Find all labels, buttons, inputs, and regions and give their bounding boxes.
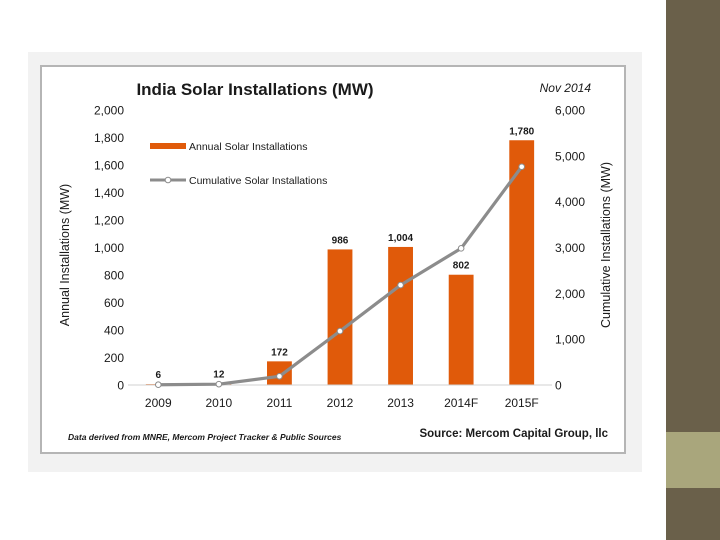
left-tick-label: 1,800 (94, 131, 124, 145)
chart-title: India Solar Installations (MW) (136, 80, 373, 99)
footnote: Data derived from MNRE, Mercom Project T… (68, 432, 342, 442)
left-tick-label: 400 (104, 324, 124, 338)
right-tick-label: 3,000 (555, 241, 585, 255)
cumulative-point-2012 (336, 327, 344, 335)
bar-value-label: 1,780 (509, 126, 534, 137)
bar-value-label: 172 (271, 347, 288, 358)
right-tick-label: 4,000 (555, 195, 585, 209)
legend-bar-label: Annual Solar Installations (189, 141, 308, 153)
source-label: Source: Mercom Capital Group, llc (419, 428, 608, 440)
right-tick-label: 2,000 (555, 287, 585, 301)
chart-frame: India Solar Installations (MW) Nov 2014 … (40, 65, 626, 454)
x-tick-label: 2009 (145, 396, 172, 410)
cumulative-point-2013 (397, 281, 404, 289)
left-tick-label: 800 (104, 269, 124, 283)
left-tick-label: 2,000 (94, 104, 124, 118)
decorative-side-accent (666, 432, 720, 488)
left-tick-label: 1,400 (94, 186, 124, 200)
left-tick-label: 0 (117, 379, 124, 393)
left-tick-label: 1,600 (94, 159, 124, 173)
chart-date-label: Nov 2014 (540, 81, 592, 95)
right-tick-label: 6,000 (555, 104, 585, 118)
annual-bar-2013 (388, 246, 413, 385)
x-tick-label: 2014F (444, 396, 478, 410)
left-tick-label: 200 (104, 351, 124, 365)
solar-installations-chart: India Solar Installations (MW) Nov 2014 … (58, 80, 613, 442)
x-tick-label: 2013 (387, 396, 414, 410)
legend-line-marker (164, 176, 172, 184)
cumulative-point-2010 (215, 380, 223, 388)
cumulative-point-2015F (518, 163, 526, 171)
left-tick-label: 600 (104, 296, 124, 310)
legend-bar-swatch (150, 143, 186, 149)
annual-bar-2015F (509, 140, 535, 385)
cumulative-point-2009 (154, 381, 162, 389)
x-tick-label: 2010 (206, 396, 233, 410)
left-axis-title: Annual Installations (MW) (58, 184, 72, 326)
right-tick-label: 1,000 (555, 333, 585, 347)
x-tick-label: 2015F (505, 396, 539, 410)
bar-value-label: 1,004 (388, 233, 413, 244)
left-tick-label: 1,000 (94, 241, 124, 255)
bar-value-label: 6 (156, 370, 162, 381)
bar-value-label: 802 (453, 261, 470, 272)
right-axis-title: Cumulative Installations (MW) (599, 162, 613, 328)
annual-bar-2012 (327, 249, 353, 385)
cumulative-point-2011 (276, 372, 283, 380)
annual-bar-2014F (448, 274, 474, 385)
right-tick-label: 0 (555, 379, 562, 393)
x-tick-label: 2011 (267, 396, 293, 410)
plot-area: 0 200 400 600 800 1,000 1,200 1,400 1,600 1,800 2,… (94, 104, 585, 411)
x-tick-label: 2012 (327, 396, 354, 410)
bar-value-label: 986 (332, 235, 349, 246)
bar-value-label: 12 (213, 369, 225, 380)
legend-line-label: Cumulative Solar Installations (189, 175, 327, 187)
left-tick-label: 1,200 (94, 214, 124, 228)
right-tick-label: 5,000 (555, 149, 585, 163)
cumulative-point-2014F (457, 245, 465, 252)
